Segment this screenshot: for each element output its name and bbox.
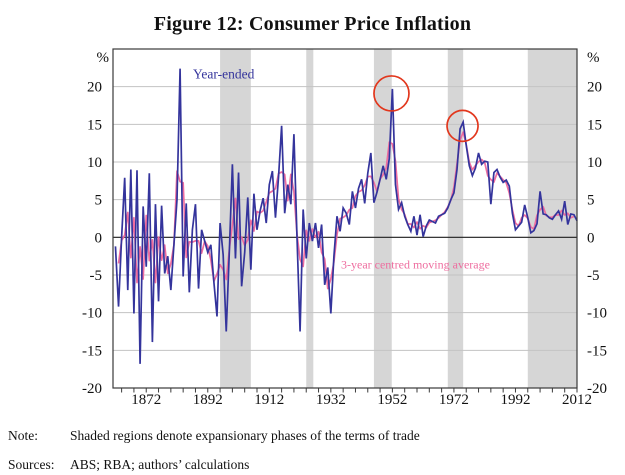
y-tick-label-left: 5 <box>95 193 103 209</box>
x-tick-label: 1972 <box>439 392 469 408</box>
y-tick-label-right: -10 <box>587 306 607 322</box>
peak-highlight-circle-1951 <box>373 75 410 112</box>
sources-text: ABS; RBA; authors’ calculations <box>70 457 250 472</box>
year-ended-series-line <box>114 68 578 364</box>
y-tick-label-left: -15 <box>82 343 102 359</box>
y-tick-label-right: 15 <box>587 117 602 133</box>
y-tick-label-left: 15 <box>87 117 102 133</box>
y-tick-label-left: 0 <box>95 230 103 246</box>
x-tick-label: 1872 <box>131 392 161 408</box>
x-tick-label: 1992 <box>500 392 530 408</box>
percent-label-right: % <box>587 50 600 66</box>
y-tick-label-right: 10 <box>587 155 602 171</box>
moving-average-label: 3-year centred moving average <box>341 257 490 271</box>
tot-expansion-band <box>447 49 464 388</box>
y-tick-label-left: -5 <box>90 268 103 284</box>
x-tick-label: 1912 <box>254 392 284 408</box>
note-row: Note: Shaded regions denote expansionary… <box>8 428 420 444</box>
figure-title: Figure 12: Consumer Price Inflation <box>153 13 472 35</box>
sources-label: Sources: <box>8 457 55 472</box>
tot-expansion-band <box>373 49 392 388</box>
plot-frame <box>112 48 578 389</box>
note-label: Note: <box>8 428 38 443</box>
sources-row: Sources: ABS; RBA; authors’ calculations <box>8 457 249 473</box>
tot-expansion-band <box>220 49 251 388</box>
y-tick-label-right: 0 <box>587 230 595 246</box>
y-tick-label-right: 20 <box>587 80 602 96</box>
year-ended-label: Year-ended <box>193 67 255 82</box>
inflation-chart-plot: 1872 1892 1912 1932 1952 1972 1992 2012 20 20 15 15… <box>82 48 607 408</box>
y-tick-label-right: -15 <box>587 343 607 359</box>
y-tick-label-right: -20 <box>587 381 607 397</box>
y-tick-label-left: -20 <box>82 381 102 397</box>
y-tick-label-left: 10 <box>87 155 102 171</box>
peak-highlight-circle-1974 <box>446 109 479 143</box>
x-tick-label: 1952 <box>377 392 407 408</box>
x-tick-label: 1892 <box>193 392 223 408</box>
percent-label-left: % <box>97 50 110 66</box>
x-tick-label: 2012 <box>562 392 592 408</box>
y-tick-label-right: -5 <box>587 268 600 284</box>
note-text: Shaded regions denote expansionary phase… <box>70 428 420 443</box>
y-tick-label-left: -10 <box>82 306 102 322</box>
y-tick-label-right: 5 <box>587 193 595 209</box>
tot-expansion-band <box>306 49 314 388</box>
y-tick-label-left: 20 <box>87 80 102 96</box>
x-tick-label: 1932 <box>316 392 346 408</box>
